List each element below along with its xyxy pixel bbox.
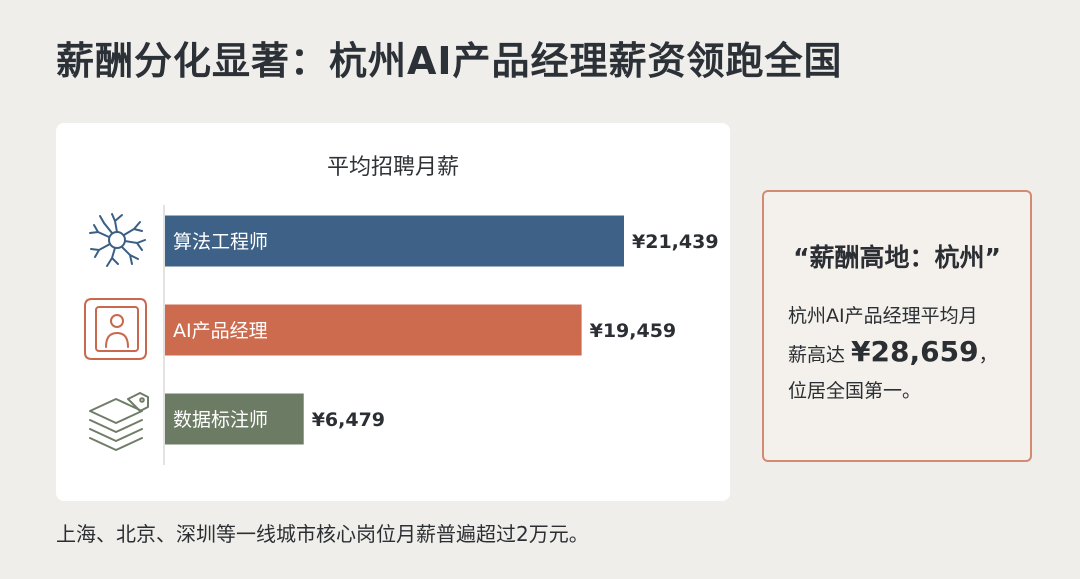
chart-title: 平均招聘月薪 <box>326 155 459 180</box>
callout-title: “薪酬高地：杭州” <box>793 243 1001 272</box>
bar-1 <box>165 215 624 267</box>
callout-line-2-prefix: 薪高达 <box>788 344 852 366</box>
bar-2 <box>165 304 582 356</box>
callout-body: 杭州AI产品经理平均月 薪高达 ¥28,659， 位居全国第一。 <box>788 298 1018 409</box>
footnote: 上海、北京、深圳等一线城市核心岗位月薪普遍超过2万元。 <box>56 522 589 546</box>
bar-value-label: ¥21,439 <box>632 231 719 253</box>
callout-line-3: 位居全国第一。 <box>788 380 922 402</box>
neural-network-icon <box>89 213 146 267</box>
callout-line-2-suffix: ， <box>978 344 998 366</box>
bar-value-label: ¥6,479 <box>312 409 385 431</box>
bar-category-label: AI产品经理 <box>173 320 268 342</box>
page-title: 薪酬分化显著：杭州AI产品经理薪资领跑全国 <box>56 39 843 83</box>
callout-box: “薪酬高地：杭州” 杭州AI产品经理平均月 薪高达 ¥28,659， 位居全国第… <box>762 190 1032 462</box>
profile-card-icon <box>84 298 147 360</box>
bar-value-label: ¥19,459 <box>590 320 677 342</box>
chart-card: 平均招聘月薪 <box>56 123 730 501</box>
callout-line-2: 薪高达 ¥28,659， <box>788 334 1018 373</box>
callout-amount: ¥28,659 <box>851 335 979 368</box>
data-layers-tag-icon <box>89 392 149 451</box>
bar-category-label: 数据标注师 <box>173 409 268 431</box>
bar-category-label: 算法工程师 <box>173 231 268 253</box>
callout-line-1: 杭州AI产品经理平均月 <box>788 305 978 327</box>
bar-3 <box>165 393 304 445</box>
bar-chart: 算法工程师 ¥21,439 AI产品经理 ¥19,459 数据标注师 ¥6,479 <box>84 205 719 465</box>
